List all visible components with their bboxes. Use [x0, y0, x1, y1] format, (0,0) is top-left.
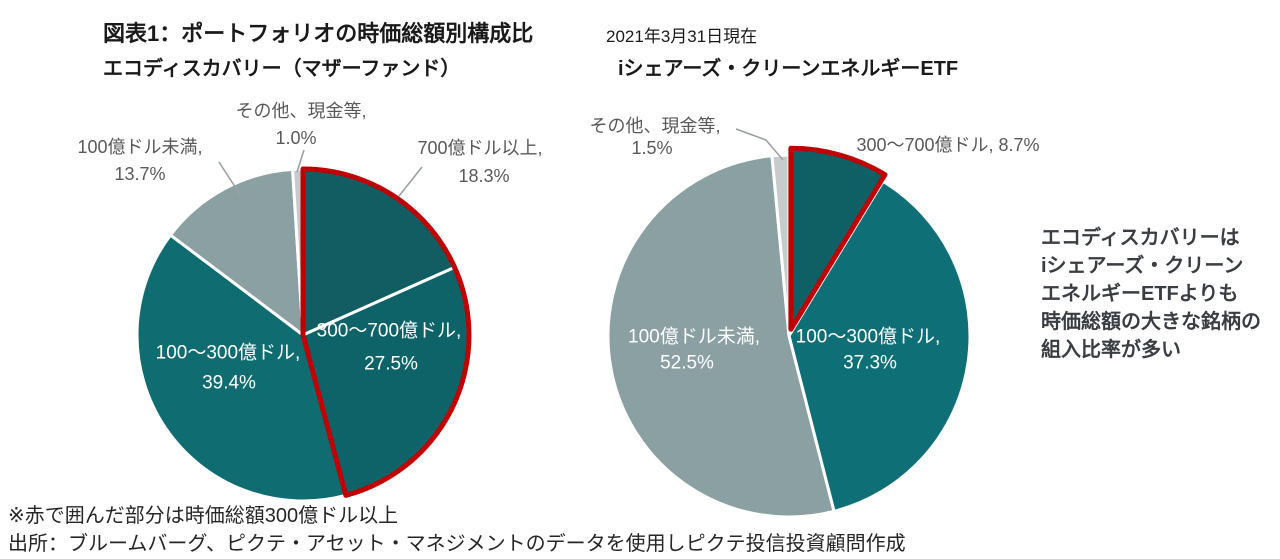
footnote-source: 出所：ブルームバーグ、ピクテ・アセット・マネジメントのデータを使用しピクテ投信投… [8, 533, 906, 555]
label-leader-line [735, 128, 784, 161]
annotation-line: 組入比率が多い [1041, 339, 1181, 361]
label-leader-line [218, 161, 242, 197]
right-pie-title: iシェアーズ・クリーンエネルギーETF [618, 58, 959, 80]
annotation-line: 時価総額の大きな銘柄の [1041, 311, 1261, 333]
footnote-highlight: ※赤で囲んだ部分は時価総額300億ドル以上 [8, 505, 399, 527]
as-of-date: 2021年3月31日現在 [606, 27, 758, 46]
annotation-line: エコディスカバリーは [1041, 227, 1240, 249]
label-leader-line [296, 149, 305, 173]
annotation-line: iシェアーズ・クリーン [1041, 255, 1244, 277]
left-pie-title: エコディスカバリー（マザーファンド） [103, 58, 461, 80]
pie-0-slice-3 [168, 167, 305, 337]
pie-1-slice-1 [787, 179, 972, 513]
pie-0-slice-2 [135, 233, 348, 503]
pie-0-highlight-outline [300, 166, 472, 498]
pie-1-slice-2 [606, 154, 836, 519]
pie-1-highlight-outline [788, 145, 888, 332]
annotation-note: エコディスカバリーは iシェアーズ・クリーン エネルギーETFよりも 時価総額の… [1041, 224, 1261, 364]
label-leader-line [398, 166, 423, 197]
annotation-line: エネルギーETFよりも [1041, 283, 1239, 305]
figure-title: 図表1：ポートフォリオの時価総額別構成比 [103, 21, 534, 46]
